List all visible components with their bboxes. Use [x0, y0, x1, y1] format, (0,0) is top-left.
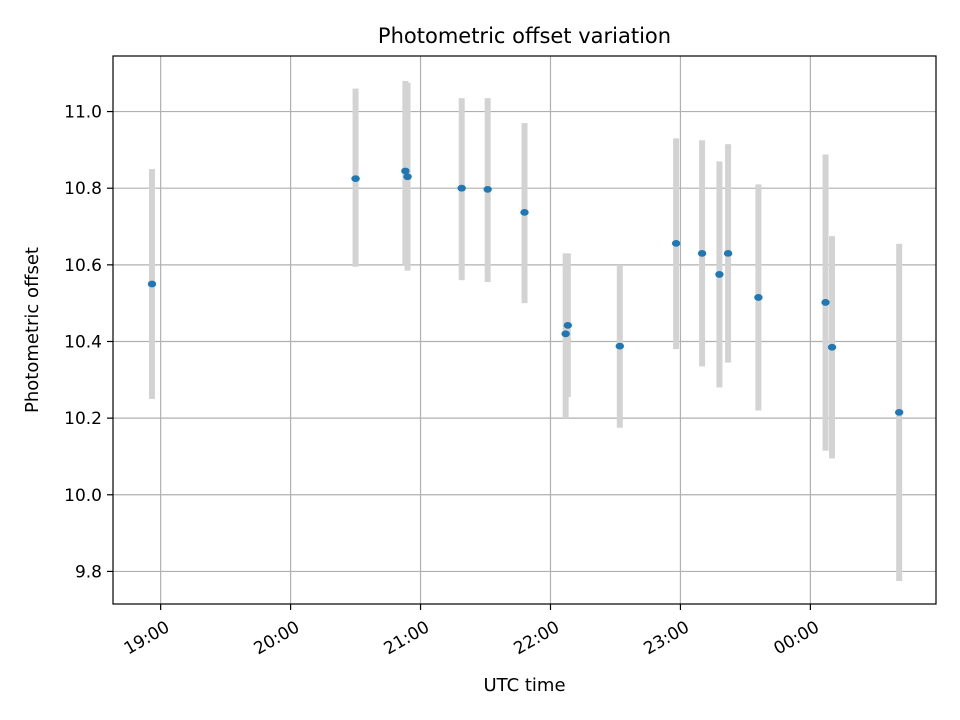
- data-point: [563, 322, 573, 329]
- x-tick-label: 19:00: [121, 617, 173, 659]
- y-tick-label: 10.0: [64, 486, 102, 506]
- data-point: [827, 343, 837, 351]
- grid-lines: [113, 56, 936, 604]
- data-point: [821, 299, 830, 306]
- plot-frame: [112, 55, 937, 605]
- x-axis-label: UTC time: [483, 675, 565, 696]
- y-tick-label: 10.4: [64, 332, 102, 352]
- data-point: [401, 167, 410, 175]
- chart-title: Photometric offset variation: [378, 24, 671, 48]
- x-tick-label: 20:00: [251, 617, 303, 659]
- y-axis-ticks: 9.8 10.0 10.2 10.4 10.6 10.8 11.0: [64, 103, 113, 582]
- data-point: [671, 239, 681, 247]
- x-tick-label: 22:00: [511, 617, 563, 659]
- error-bars: [148, 80, 903, 582]
- y-tick-label: 10.6: [64, 256, 102, 276]
- data-point: [483, 185, 492, 193]
- data-point: [615, 342, 624, 350]
- data-point: [351, 175, 360, 183]
- data-point: [403, 173, 412, 181]
- data-point: [520, 208, 529, 216]
- data-point: [715, 271, 724, 278]
- data-point: [697, 249, 707, 257]
- y-tick-label: 10.2: [64, 409, 102, 429]
- y-tick-label: 11.0: [64, 103, 102, 123]
- data-point: [754, 294, 763, 301]
- data-point: [561, 330, 570, 338]
- y-axis-label: Photometric offset: [22, 247, 43, 413]
- x-tick-label: 21:00: [381, 617, 433, 659]
- data-points: [147, 167, 904, 416]
- data-point: [723, 249, 733, 257]
- data-point: [457, 184, 466, 192]
- x-tick-label: 23:00: [641, 617, 693, 659]
- y-tick-label: 10.8: [64, 179, 102, 199]
- data-point: [894, 408, 904, 416]
- x-axis-ticks: 19:00 20:00 21:00 22:00 23:00 00:00: [121, 604, 823, 659]
- x-tick-label: 00:00: [770, 617, 822, 659]
- y-tick-label: 9.8: [75, 562, 102, 582]
- data-point: [147, 280, 157, 288]
